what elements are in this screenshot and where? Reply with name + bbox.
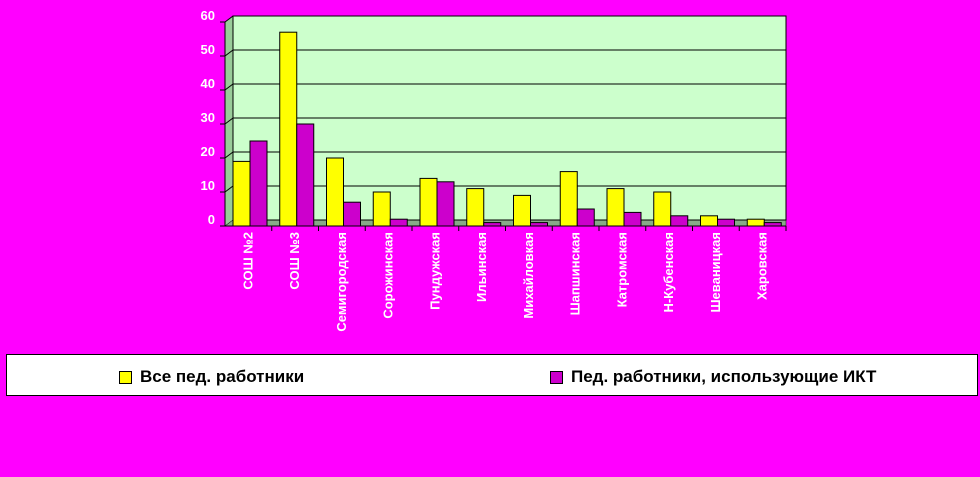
bar (746, 218, 765, 227)
bar (700, 215, 718, 227)
x-category-label: СОШ №3 (287, 232, 302, 290)
x-category-label: Сорожинская (381, 232, 396, 319)
bar (419, 177, 438, 227)
bar (530, 222, 548, 227)
x-category-label: Ильинская (474, 232, 489, 302)
bar (670, 215, 689, 227)
bar-chart: 0 10 20 30 40 50 60 СОШ №2 СОШ №3 Семигородская Со… (201, 8, 787, 332)
bar (576, 208, 595, 227)
legend-label-all-teachers: Все пед. работники (140, 367, 305, 386)
bar (436, 181, 455, 227)
bar (483, 222, 502, 227)
bar (623, 211, 642, 227)
legend-item-ict-teachers: Пед. работники, использующие ИКТ (550, 367, 876, 387)
bar (653, 191, 672, 227)
bar (763, 222, 782, 227)
bar (466, 188, 485, 227)
x-category-label: Катромская (614, 232, 629, 307)
chart-legend: Все пед. работники Пед. работники, испол… (6, 354, 978, 396)
bar (232, 160, 251, 227)
x-category-label: Харовская (755, 232, 770, 300)
legend-swatch-magenta (550, 370, 563, 384)
bar (279, 31, 298, 227)
bar (372, 191, 391, 227)
x-category-label: Михайловкая (521, 232, 536, 319)
bar (249, 140, 268, 227)
y-tick-label: 60 (201, 8, 215, 23)
bar (606, 188, 625, 227)
bar (717, 218, 735, 227)
gridline-depth (224, 117, 234, 125)
x-category-label: СОШ №2 (240, 232, 255, 290)
bar (343, 201, 361, 227)
bar (559, 171, 578, 227)
y-tick-label: 40 (201, 76, 215, 91)
legend-item-all-teachers: Все пед. работники (119, 367, 304, 387)
y-tick-label: 50 (201, 42, 215, 57)
x-category-label: Семигородская (334, 232, 349, 332)
bar (296, 123, 315, 227)
bar (326, 157, 344, 227)
x-category-label: Шеваницкая (708, 232, 723, 313)
bar (389, 218, 408, 227)
bar (513, 194, 531, 227)
x-category-label: Н-Кубенская (661, 232, 676, 313)
gridline-depth (224, 49, 234, 57)
y-tick-label: 20 (201, 144, 215, 159)
gridline-depth (224, 15, 234, 23)
legend-swatch-yellow (119, 370, 132, 384)
legend-label-ict-teachers: Пед. работники, использующие ИКТ (571, 367, 877, 386)
gridline-depth (224, 83, 234, 91)
gridline-depth (224, 151, 234, 159)
gridline-depth (224, 185, 234, 193)
y-tick-label: 30 (201, 110, 215, 125)
y-tick-label: 10 (201, 178, 215, 193)
x-category-label: Пундужская (427, 232, 442, 310)
y-tick-label: 0 (208, 212, 215, 227)
x-category-label: Шапшинская (568, 232, 583, 315)
